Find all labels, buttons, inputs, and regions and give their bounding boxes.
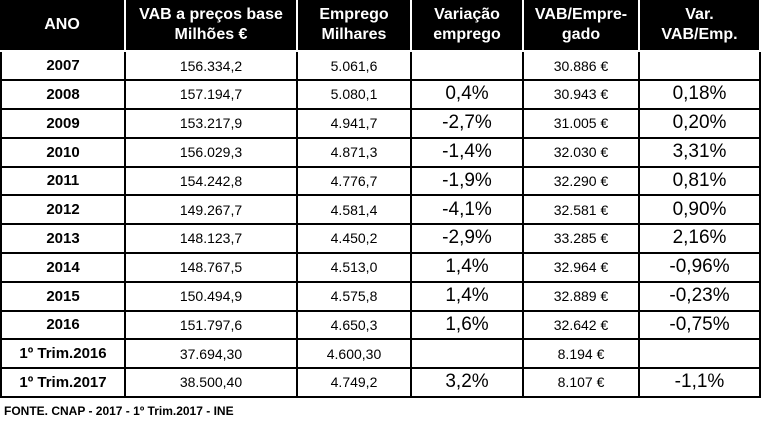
table-cell: 0,4%: [412, 80, 524, 111]
table-cell: 37.694,30: [126, 340, 298, 370]
table-cell: 153.217,9: [126, 109, 298, 139]
table-cell: 2014: [0, 253, 126, 283]
table-cell: 2007: [0, 52, 126, 82]
table-cell: 2008: [0, 80, 126, 111]
header-text: Milhares: [321, 26, 387, 43]
table-cell: 33.285 €: [524, 224, 640, 255]
table-cell: 148.767,5: [126, 253, 298, 283]
table-cell: 32.964 €: [524, 253, 640, 283]
table-cell: 2,16%: [640, 224, 761, 255]
header-cell: VAB a preços base Milhões €: [126, 0, 298, 52]
table-cell: 3,2%: [412, 368, 524, 399]
table-cell: 1º Trim.2016: [0, 340, 126, 370]
table-cell: 2011: [0, 167, 126, 197]
table-cell: 0,90%: [640, 196, 761, 226]
table-cell: 1,6%: [412, 311, 524, 341]
table-cell: 1,4%: [412, 282, 524, 312]
table-cell: 4.450,2: [298, 224, 412, 255]
table-cell: -1,9%: [412, 167, 524, 197]
table-cell: 32.581 €: [524, 196, 640, 226]
table-cell: 150.494,9: [126, 282, 298, 312]
header-cell: ANO: [0, 0, 126, 52]
table-cell: -0,75%: [640, 311, 761, 341]
table-cell: [640, 340, 761, 370]
table-cell: 38.500,40: [126, 368, 298, 399]
table-cell: 2012: [0, 196, 126, 226]
table-cell: 148.123,7: [126, 224, 298, 255]
header-cell: Variação emprego: [412, 0, 524, 52]
table-cell: 4.871,3: [298, 138, 412, 168]
source-note: FONTE. CNAP - 2017 - 1º Trim.2017 - INE: [4, 404, 234, 418]
table-cell: 32.290 €: [524, 167, 640, 197]
table-cell: -0,23%: [640, 282, 761, 312]
header-text: gado: [561, 26, 601, 43]
table-cell: 149.267,7: [126, 196, 298, 226]
table-cell: 32.642 €: [524, 311, 640, 341]
header-text: VAB a preços base: [139, 6, 283, 23]
table-cell: 156.334,2: [126, 52, 298, 82]
table-cell: 30.943 €: [524, 80, 640, 111]
header-cell: VAB/Empre-gado: [524, 0, 640, 52]
table-cell: 4.650,3: [298, 311, 412, 341]
header-text: VAB/Emp.: [661, 26, 738, 43]
table-cell: 0,20%: [640, 109, 761, 139]
table-cell: 2016: [0, 311, 126, 341]
header-cell: Emprego Milhares: [298, 0, 412, 52]
table-cell: 30.886 €: [524, 52, 640, 82]
header-text: VAB/Empre-: [534, 6, 628, 23]
header-text: Var.: [685, 6, 714, 23]
table-cell: 2010: [0, 138, 126, 168]
table-cell: [412, 52, 524, 82]
table-cell: -2,7%: [412, 109, 524, 139]
table-cell: -1,1%: [640, 368, 761, 399]
table-cell: 32.889 €: [524, 282, 640, 312]
header-text: Milhões €: [174, 26, 248, 43]
table-cell: 4.776,7: [298, 167, 412, 197]
table-cell: 4.581,4: [298, 196, 412, 226]
table-cell: -2,9%: [412, 224, 524, 255]
table-cell: 0,18%: [640, 80, 761, 111]
table-cell: 2009: [0, 109, 126, 139]
header-text: Variação: [434, 6, 500, 23]
table-cell: 3,31%: [640, 138, 761, 168]
table-cell: 157.194,7: [126, 80, 298, 111]
table-cell: -0,96%: [640, 253, 761, 283]
table-cell: 151.797,6: [126, 311, 298, 341]
table-cell: 5.080,1: [298, 80, 412, 111]
table-cell: 1,4%: [412, 253, 524, 283]
table-cell: 0,81%: [640, 167, 761, 197]
table-cell: 154.242,8: [126, 167, 298, 197]
table-cell: 31.005 €: [524, 109, 640, 139]
header-text: emprego: [433, 26, 501, 43]
table-cell: 1º Trim.2017: [0, 368, 126, 399]
table-cell: 4.749,2: [298, 368, 412, 399]
table-cell: 4.513,0: [298, 253, 412, 283]
table-cell: 2015: [0, 282, 126, 312]
table-cell: 2013: [0, 224, 126, 255]
table-cell: [412, 340, 524, 370]
table-cell: 4.600,30: [298, 340, 412, 370]
table-cell: 8.107 €: [524, 368, 640, 399]
header-cell: Var. VAB/Emp.: [640, 0, 761, 52]
table-cell: 4.941,7: [298, 109, 412, 139]
table-cell: [640, 52, 761, 82]
table-cell: 32.030 €: [524, 138, 640, 168]
table-cell: 5.061,6: [298, 52, 412, 82]
header-text: ANO: [44, 16, 80, 33]
table-cell: 4.575,8: [298, 282, 412, 312]
header-text: Emprego: [319, 6, 389, 23]
table-cell: 156.029,3: [126, 138, 298, 168]
table-cell: 8.194 €: [524, 340, 640, 370]
table-cell: -1,4%: [412, 138, 524, 168]
table-cell: -4,1%: [412, 196, 524, 226]
